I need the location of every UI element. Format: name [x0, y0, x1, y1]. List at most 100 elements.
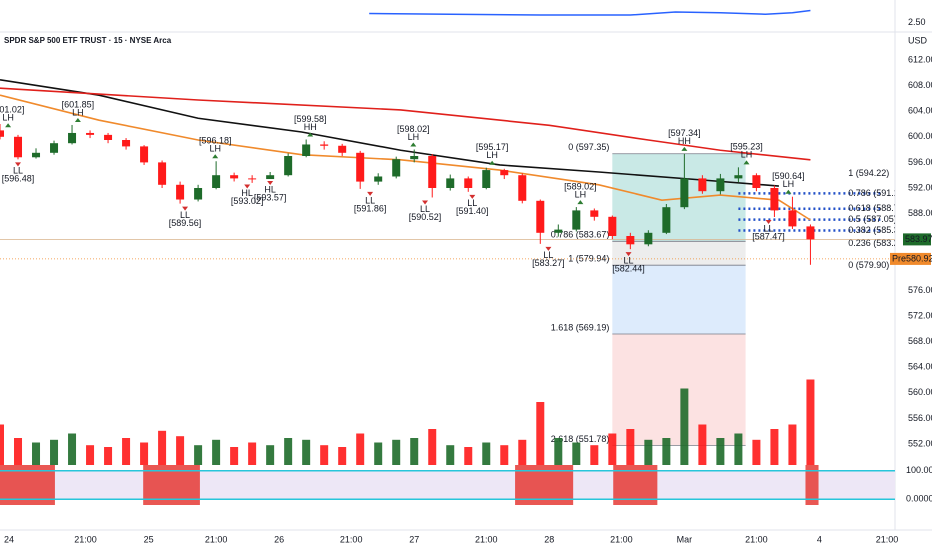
swing-label: LH [741, 150, 753, 160]
volume-bar [248, 442, 257, 465]
swing-marker [267, 180, 274, 185]
volume-bar [806, 379, 815, 465]
pre-price-badge [890, 252, 931, 265]
candle-body [284, 156, 293, 176]
swing-marker [5, 123, 12, 128]
candle-body [464, 178, 473, 188]
swing-price: [597.34] [668, 128, 701, 138]
swing-marker [307, 132, 314, 137]
candle-body [626, 236, 635, 245]
volume-bar [554, 438, 563, 465]
swing-label: LH [783, 179, 795, 189]
candle-body [734, 175, 743, 179]
swing-label: LH [575, 189, 587, 199]
y-tick-label: 2.50 [908, 17, 926, 27]
candle-body [608, 216, 617, 236]
x-tick-label: 4 [817, 534, 822, 544]
candle-body [662, 207, 671, 233]
volume-bar [50, 439, 59, 465]
volume-bar [410, 438, 419, 465]
swing-marker [785, 189, 792, 194]
osc-zone [515, 465, 574, 505]
candle-body [770, 188, 779, 211]
candle-body [320, 144, 329, 146]
swing-price: [587.47] [752, 231, 785, 241]
swing-price: [598.02] [397, 124, 430, 134]
swing-marker [743, 160, 750, 165]
swing-price: [599.58] [294, 114, 327, 124]
volume-bar [140, 442, 149, 465]
swing-label: LH [486, 150, 498, 160]
pre-price-label: 580.92 [906, 253, 932, 263]
swing-label: LL [420, 204, 430, 214]
volume-bar [266, 445, 275, 465]
x-tick-label: 25 [144, 534, 154, 544]
volume-bar [176, 436, 185, 465]
fib-label: 0 (597.35) [568, 142, 609, 152]
candle-body [680, 178, 689, 208]
volume-bar [608, 433, 617, 465]
volume-bar [104, 447, 113, 465]
swing-marker [244, 184, 251, 189]
swing-price: [593.57] [254, 192, 287, 202]
swing-label: LH [72, 107, 84, 117]
swing-price: [595.23] [730, 142, 763, 152]
volume-bar [662, 438, 671, 465]
y-tick-label: 600.00 [908, 131, 932, 141]
swing-label: LL [13, 166, 23, 176]
swing-marker [577, 200, 584, 205]
volume-bar [320, 445, 329, 465]
swing-marker [410, 142, 417, 147]
candle-body [212, 175, 221, 188]
candle-body [392, 159, 401, 177]
swing-price: [601.85] [62, 99, 95, 109]
candle-body [338, 145, 347, 153]
y-tick-label: 588.00 [908, 208, 932, 218]
swing-marker [681, 146, 688, 151]
swing-marker [74, 117, 81, 122]
swing-label: LL [365, 195, 375, 205]
fib-zone [612, 153, 746, 242]
swing-label: LH [2, 113, 14, 123]
y-tick-label: 592.00 [908, 182, 932, 192]
candle-body [428, 156, 437, 188]
fib-zone [612, 333, 746, 446]
moving-average [0, 94, 811, 221]
volume-bar [518, 439, 527, 465]
x-tick-label: 27 [409, 534, 419, 544]
fib-label: 0.5 (587.05) [848, 214, 897, 224]
volume-bar [788, 424, 797, 465]
volume-bar [572, 442, 581, 465]
volume-bar [446, 445, 455, 465]
swing-price: [596.48] [2, 174, 35, 184]
x-tick-label: 21:00 [74, 534, 97, 544]
fib-label: 1.618 (569.19) [551, 322, 610, 332]
swing-price: [595.17] [476, 142, 509, 152]
swing-marker [182, 206, 189, 211]
y-tick-label: 552.00 [908, 438, 932, 448]
x-tick-label: 21:00 [205, 534, 228, 544]
volume-bar [158, 430, 167, 465]
swing-label: LL [180, 210, 190, 220]
candle-body [86, 132, 95, 135]
volume-bar [122, 438, 131, 465]
y-tick-label: 560.00 [908, 387, 932, 397]
volume-bar [752, 439, 761, 465]
volume-bar [644, 439, 653, 465]
candle-body [788, 210, 797, 227]
candle-body [32, 152, 41, 158]
volume-bar [14, 438, 23, 465]
swing-marker [469, 194, 476, 199]
volume-bar [86, 445, 95, 465]
candle-body [590, 210, 599, 217]
candle-body [230, 175, 239, 179]
chart-title: SPDR S&P 500 ETF TRUST · 15 · NYSE Arca [4, 36, 172, 45]
y-tick-label: 576.00 [908, 285, 932, 295]
fib-zone [612, 265, 746, 334]
candle-body [176, 184, 185, 200]
fib-label: 0.786 (583.67) [551, 230, 610, 240]
swing-marker [15, 162, 22, 167]
candle-body [482, 170, 491, 188]
swing-label: LH [209, 144, 221, 154]
volume-bar [626, 429, 635, 465]
